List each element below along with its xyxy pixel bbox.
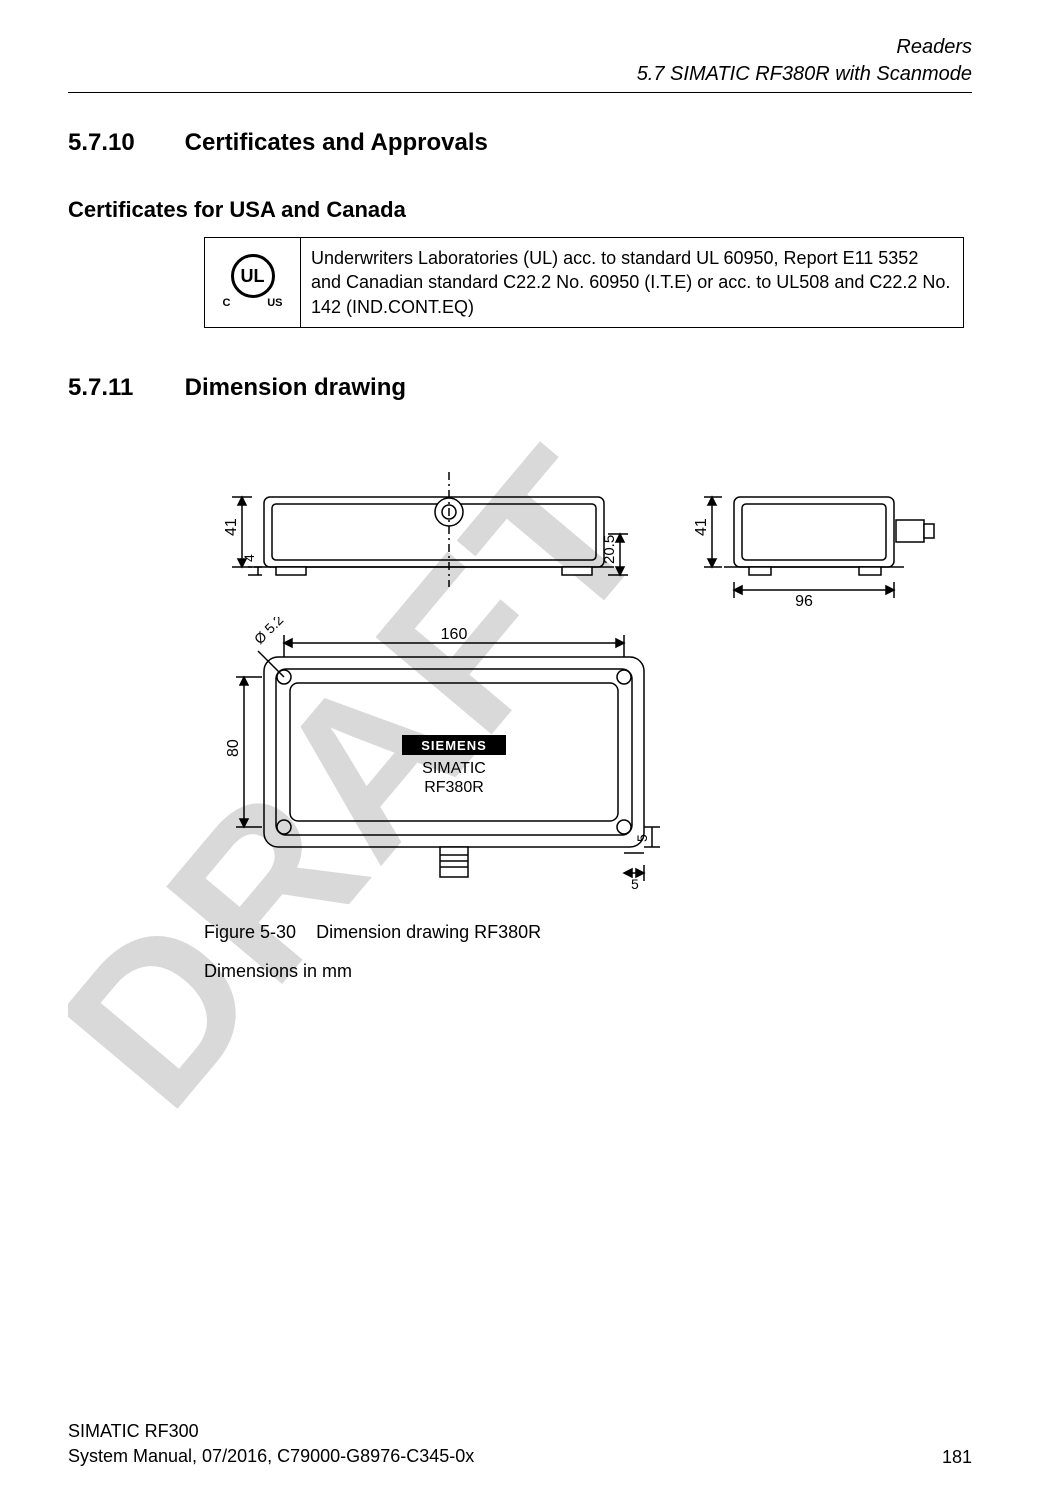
dim-top-edge2: 5 <box>631 876 639 892</box>
cert-subheading: Certificates for USA and Canada <box>68 197 972 223</box>
dim-side-96: 96 <box>795 593 813 610</box>
dim-side-41: 41 <box>693 518 710 536</box>
cert-description: Underwriters Laboratories (UL) acc. to s… <box>301 238 964 328</box>
dim-front-41: 41 <box>223 518 240 536</box>
drawing-row1: 41 4 20.5 41 96 <box>204 442 964 612</box>
brand-label: SIEMENS <box>421 738 487 753</box>
dim-front-4: 4 <box>241 554 257 562</box>
figure-caption: Figure 5-30 Dimension drawing RF380R <box>204 922 972 943</box>
ul-logo-text: UL <box>241 264 265 288</box>
section-heading-dim: 5.7.11 Dimension drawing <box>68 374 972 402</box>
header-chapter: Readers <box>68 34 972 61</box>
ul-logo: UL <box>231 254 275 298</box>
section-number-dim: 5.7.11 <box>68 374 178 402</box>
dim-top-hole: Ø 5.2 <box>251 617 287 647</box>
cert-table: UL C US Underwriters Laboratories (UL) a… <box>204 237 964 328</box>
dimension-drawing-area: 41 4 20.5 41 96 <box>204 442 972 982</box>
product-line2: RF380R <box>424 779 484 796</box>
cert-logo-cell: UL C US <box>205 238 301 328</box>
section-title-dim: Dimension drawing <box>185 374 406 401</box>
figure-prefix: Figure 5-30 <box>204 922 296 942</box>
dim-top-edge1: 5 <box>634 834 650 842</box>
section-number: 5.7.10 <box>68 129 178 157</box>
dim-top-80: 80 <box>225 739 242 757</box>
header-section: 5.7 SIMATIC RF380R with Scanmode <box>68 61 972 88</box>
drawing-top: 160 80 Ø 5.2 SIEMENS SIMATIC RF380R 5 5 <box>204 617 724 907</box>
section-heading-certs: 5.7.10 Certificates and Approvals <box>68 129 972 157</box>
page-footer: SIMATIC RF300 System Manual, 07/2016, C7… <box>68 1419 972 1468</box>
ul-right: US <box>267 296 282 311</box>
product-line1: SIMATIC <box>422 760 486 777</box>
footer-line1: SIMATIC RF300 <box>68 1419 474 1443</box>
section-title: Certificates and Approvals <box>185 129 488 156</box>
dim-front-205: 20.5 <box>601 535 618 564</box>
dim-top-160: 160 <box>441 626 468 643</box>
page-header: Readers 5.7 SIMATIC RF380R with Scanmode <box>68 34 972 93</box>
page-number: 181 <box>942 1447 972 1468</box>
figure-text: Dimension drawing RF380R <box>316 922 541 942</box>
footer-line2: System Manual, 07/2016, C79000-G8976-C34… <box>68 1444 474 1468</box>
dimension-units: Dimensions in mm <box>204 961 972 982</box>
ul-left: C <box>223 296 231 311</box>
